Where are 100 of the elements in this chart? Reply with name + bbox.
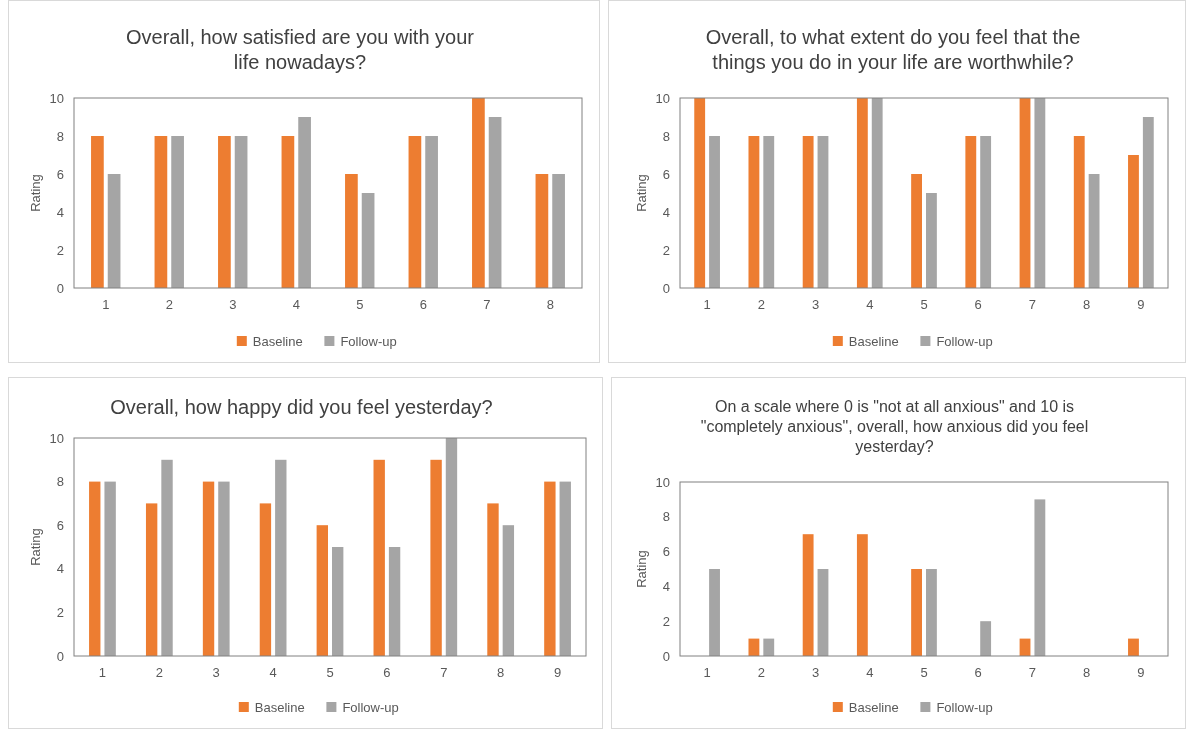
x-tick-label: 7: [440, 665, 448, 680]
y-tick-label: 0: [56, 280, 64, 296]
bar: [487, 503, 499, 656]
bar: [145, 503, 158, 656]
bar: [281, 136, 295, 288]
y-tick-label: 2: [662, 242, 670, 258]
x-tick-label: 8: [1083, 297, 1091, 312]
x-tick-label: 5: [326, 665, 334, 680]
y-axis-title: Rating: [634, 174, 649, 212]
y-tick-label: 6: [56, 517, 64, 533]
bar: [234, 136, 248, 288]
x-tick-label: 1: [102, 297, 110, 312]
bar: [104, 481, 116, 656]
bar: [430, 459, 442, 656]
bar: [817, 569, 829, 656]
y-tick-label: 0: [662, 280, 670, 296]
x-tick-label: 1: [703, 665, 711, 680]
bar: [544, 481, 556, 656]
y-tick-label: 6: [662, 166, 670, 182]
bar: [980, 621, 992, 656]
bar: [965, 136, 977, 288]
y-tick-label: 2: [56, 242, 64, 258]
x-tick-label: 4: [269, 665, 277, 680]
chart-title: Overall, how happy did you feel yesterday?: [110, 396, 493, 418]
bar: [911, 569, 922, 656]
bar: [107, 174, 121, 288]
x-tick-label: 7: [1028, 297, 1037, 312]
y-tick-label: 0: [662, 648, 670, 664]
y-tick-label: 6: [662, 544, 670, 560]
x-tick-label: 3: [811, 297, 820, 312]
bar: [91, 136, 104, 288]
bar: [709, 136, 720, 288]
x-tick-label: 8: [546, 297, 554, 312]
bar: [856, 534, 868, 656]
x-tick-label: 1: [703, 297, 711, 312]
legend-label: Baseline: [252, 333, 303, 349]
bar: [298, 117, 311, 288]
y-tick-label: 8: [56, 474, 64, 490]
x-tick-label: 5: [920, 297, 928, 312]
bar: [154, 136, 168, 288]
bar: [856, 98, 868, 288]
x-tick-label: 9: [1137, 665, 1145, 680]
bar: [275, 459, 287, 656]
y-tick-label: 10: [655, 90, 670, 106]
y-tick-label: 0: [56, 648, 64, 664]
legend-label: Baseline: [848, 699, 899, 715]
y-tick-label: 4: [56, 561, 64, 577]
y-axis-title: Rating: [28, 174, 43, 212]
legend-label: Baseline: [254, 699, 305, 715]
bar: [218, 481, 230, 656]
bar: [388, 547, 401, 656]
bar: [408, 136, 422, 288]
y-tick-label: 10: [655, 474, 670, 490]
y-tick-label: 8: [56, 128, 64, 144]
bar: [1142, 117, 1154, 288]
bar: [425, 136, 438, 288]
bar: [472, 98, 485, 288]
chart-title: Overall, how satisfied are you with your life nowadays?: [126, 26, 475, 73]
x-tick-label: 5: [920, 665, 928, 680]
legend-label: Follow-up: [936, 699, 993, 715]
bar: [259, 503, 272, 656]
bar: [89, 481, 101, 656]
bar: [817, 136, 829, 288]
y-tick-label: 2: [56, 604, 64, 620]
x-tick-label: 6: [974, 297, 982, 312]
bar: [1034, 98, 1046, 288]
y-axis-title: Rating: [28, 528, 43, 566]
bar: [871, 98, 883, 288]
y-tick-label: 8: [662, 128, 670, 144]
legend-label: Follow-up: [936, 333, 993, 349]
legend-label: Follow-up: [342, 699, 399, 715]
bar: [1128, 155, 1139, 288]
y-axis-title: Rating: [634, 550, 649, 588]
x-tick-label: 6: [419, 297, 427, 312]
x-tick-label: 2: [155, 665, 163, 680]
bar: [552, 174, 565, 288]
chart-title: Overall, to what extent do you feel that the things you do in your life are worthwhile?: [705, 26, 1081, 73]
bar: [445, 438, 458, 656]
x-tick-label: 8: [1083, 665, 1091, 680]
x-tick-label: 3: [229, 297, 237, 312]
bar: [171, 136, 184, 288]
y-tick-label: 10: [49, 90, 64, 106]
y-tick-label: 6: [56, 166, 64, 182]
y-tick-label: 4: [56, 204, 64, 220]
x-tick-label: 3: [811, 665, 820, 680]
bar: [502, 525, 515, 656]
x-tick-label: 2: [757, 297, 765, 312]
bar: [316, 525, 328, 656]
x-tick-label: 3: [212, 665, 220, 680]
bar: [345, 174, 358, 288]
x-tick-label: 6: [383, 665, 391, 680]
bar: [559, 481, 571, 656]
x-tick-label: 2: [757, 665, 765, 680]
legend-label: Baseline: [848, 333, 899, 349]
bar: [763, 638, 775, 656]
bar: [218, 136, 231, 288]
bar: [361, 193, 375, 288]
chart-title: On a scale where 0 is "not at all anxious" and 10 is "completely anxious", overall, how anxious did you feel yesterday?: [700, 398, 1089, 455]
y-tick-label: 8: [662, 509, 670, 525]
y-tick-label: 4: [662, 204, 670, 220]
